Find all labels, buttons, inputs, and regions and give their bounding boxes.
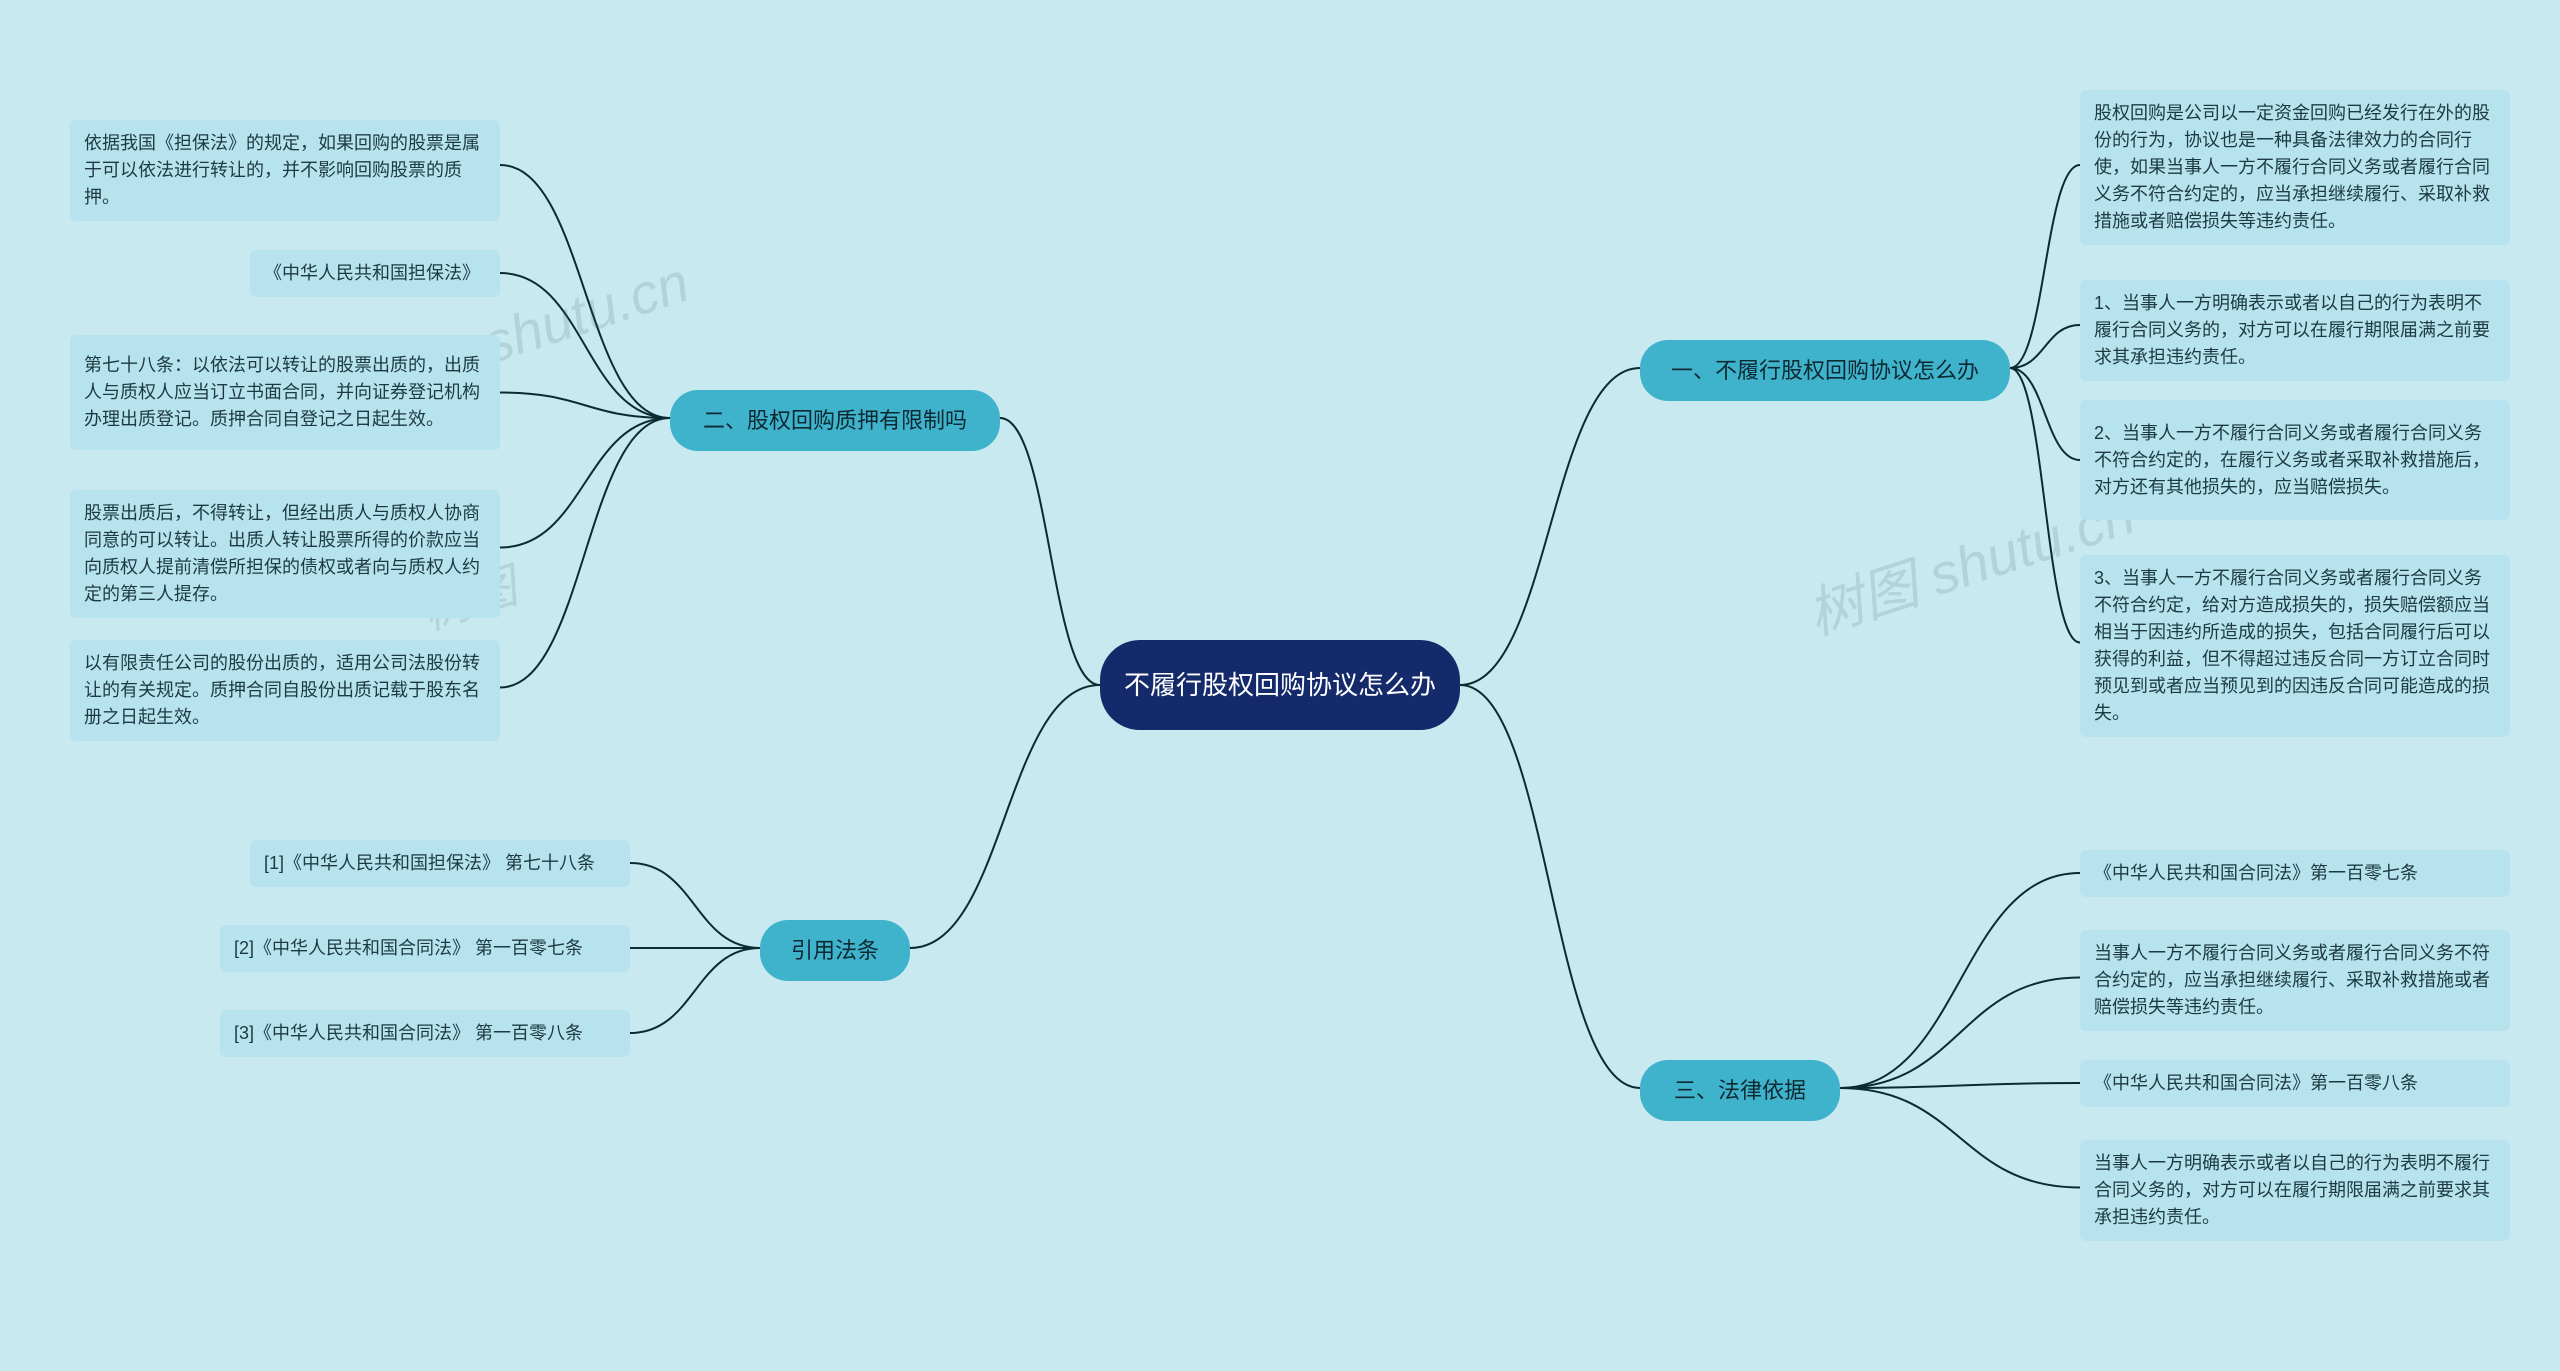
leaf-b3l3: 《中华人民共和国合同法》第一百零八条 bbox=[2080, 1060, 2510, 1107]
leaf-b3l4: 当事人一方明确表示或者以自己的行为表明不履行合同义务的，对方可以在履行期限届满之… bbox=[2080, 1140, 2510, 1241]
leaf-b4l2: [2]《中华人民共和国合同法》 第一百零七条 bbox=[220, 925, 630, 972]
leaf-b2l4: 股票出质后，不得转让，但经出质人与质权人协商同意的可以转让。出质人转让股票所得的… bbox=[70, 490, 500, 618]
branch-b4: 引用法条 bbox=[760, 920, 910, 981]
leaf-b2l1: 依据我国《担保法》的规定，如果回购的股票是属于可以依法进行转让的，并不影响回购股… bbox=[70, 120, 500, 221]
leaf-b3l1: 《中华人民共和国合同法》第一百零七条 bbox=[2080, 850, 2510, 897]
branch-b1: 一、不履行股权回购协议怎么办 bbox=[1640, 340, 2010, 401]
leaf-b1l1: 股权回购是公司以一定资金回购已经发行在外的股份的行为，协议也是一种具备法律效力的… bbox=[2080, 90, 2510, 245]
leaf-b4l1: [1]《中华人民共和国担保法》 第七十八条 bbox=[250, 840, 630, 887]
leaf-b4l3: [3]《中华人民共和国合同法》 第一百零八条 bbox=[220, 1010, 630, 1057]
watermark: shutu.cn bbox=[475, 249, 696, 376]
leaf-b1l4: 3、当事人一方不履行合同义务或者履行合同义务不符合约定，给对方造成损失的，损失赔… bbox=[2080, 555, 2510, 737]
leaf-b3l2: 当事人一方不履行合同义务或者履行合同义务不符合约定的，应当承担继续履行、采取补救… bbox=[2080, 930, 2510, 1031]
leaf-b2l5: 以有限责任公司的股份出质的，适用公司法股份转让的有关规定。质押合同自股份出质记载… bbox=[70, 640, 500, 741]
branch-b3: 三、法律依据 bbox=[1640, 1060, 1840, 1121]
root-node: 不履行股权回购协议怎么办 bbox=[1100, 640, 1460, 730]
leaf-b2l3: 第七十八条：以依法可以转让的股票出质的，出质人与质权人应当订立书面合同，并向证券… bbox=[70, 335, 500, 450]
leaf-b1l3: 2、当事人一方不履行合同义务或者履行合同义务不符合约定的，在履行义务或者采取补救… bbox=[2080, 400, 2510, 520]
leaf-b2l2: 《中华人民共和国担保法》 bbox=[250, 250, 500, 297]
branch-b2: 二、股权回购质押有限制吗 bbox=[670, 390, 1000, 451]
leaf-b1l2: 1、当事人一方明确表示或者以自己的行为表明不履行合同义务的，对方可以在履行期限届… bbox=[2080, 280, 2510, 381]
